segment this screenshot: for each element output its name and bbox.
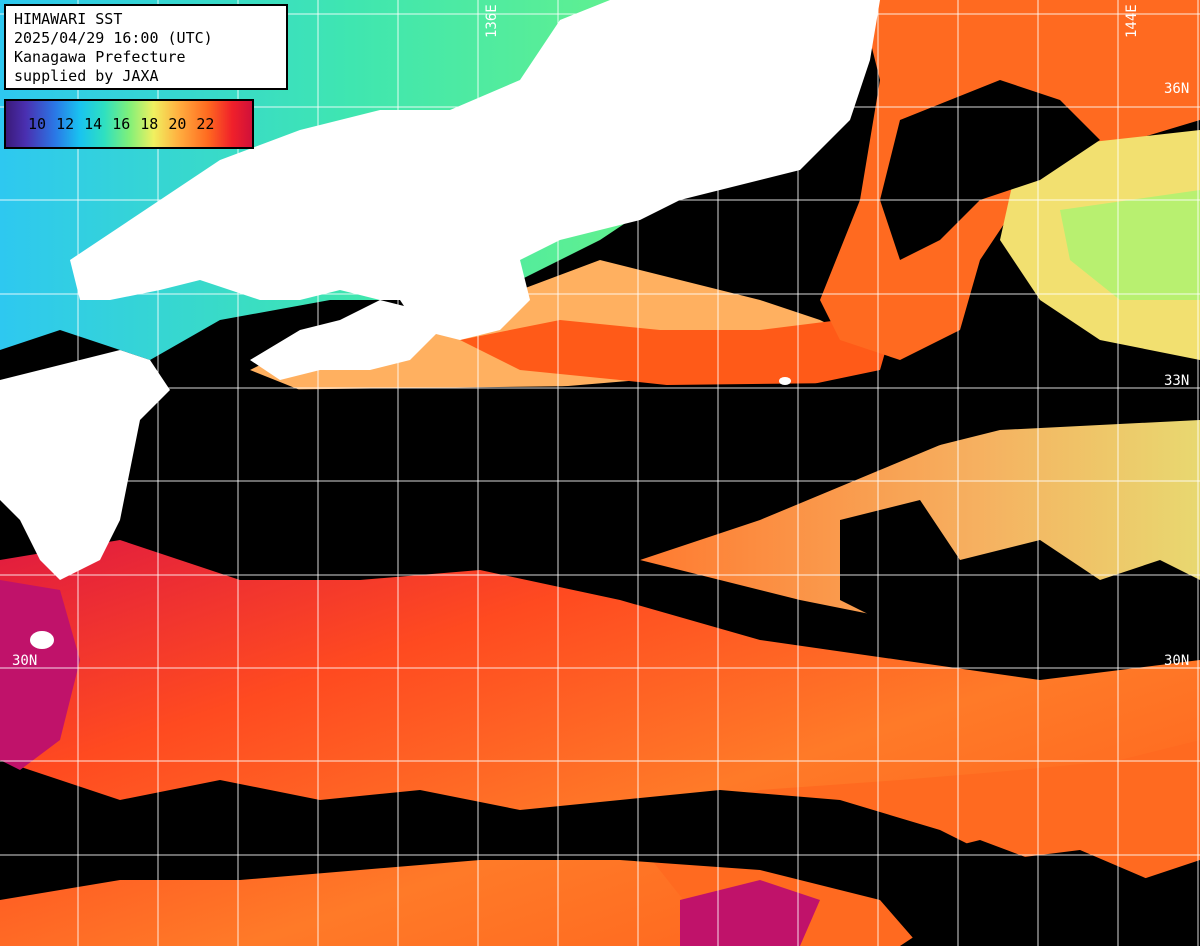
cloud-patches-east (840, 500, 1200, 660)
legend-value: 12 (56, 115, 75, 133)
land-honshu (70, 0, 880, 300)
land-shikoku (250, 300, 440, 380)
land-kii (400, 250, 530, 340)
color-scale-legend: 10 12 14 16 18 20 22 (4, 99, 254, 149)
latitude-label-36n: 36N (1164, 81, 1190, 97)
cloud-band-central (120, 380, 1200, 580)
legend-value: 20 (168, 115, 187, 133)
map-source-line2: supplied by JAXA (14, 67, 159, 85)
info-box: HIMAWARI SST 2025/04/29 16:00 (UTC) Kana… (4, 4, 288, 90)
cloud-patches-se (900, 840, 1200, 946)
kuroshio-band (460, 300, 900, 395)
legend-value: 10 (28, 115, 47, 133)
hot-water-south (680, 880, 820, 946)
hot-water-southwest (0, 580, 80, 770)
cloud-band-south (0, 760, 1200, 946)
legend-value: 18 (140, 115, 159, 133)
latitude-label-30n-right: 30N (1164, 653, 1190, 669)
longitude-label-144e: 144E (1124, 4, 1140, 38)
land-island-izu (779, 377, 791, 385)
legend-value: 16 (112, 115, 131, 133)
map-source-line1: Kanagawa Prefecture (14, 48, 186, 66)
land-kyushu (0, 350, 170, 580)
cloud-patches-ne (880, 80, 1100, 260)
latitude-label-33n: 33N (1164, 373, 1190, 389)
latitude-label-30n-left: 30N (12, 653, 38, 669)
land-island-south (30, 631, 54, 649)
map-datetime: 2025/04/29 16:00 (UTC) (14, 29, 213, 47)
longitude-label-136e: 136E (484, 4, 500, 38)
east-green-water (1060, 190, 1200, 300)
legend-value: 14 (84, 115, 103, 133)
legend-value: 22 (196, 115, 215, 133)
map-title: HIMAWARI SST (14, 10, 123, 28)
